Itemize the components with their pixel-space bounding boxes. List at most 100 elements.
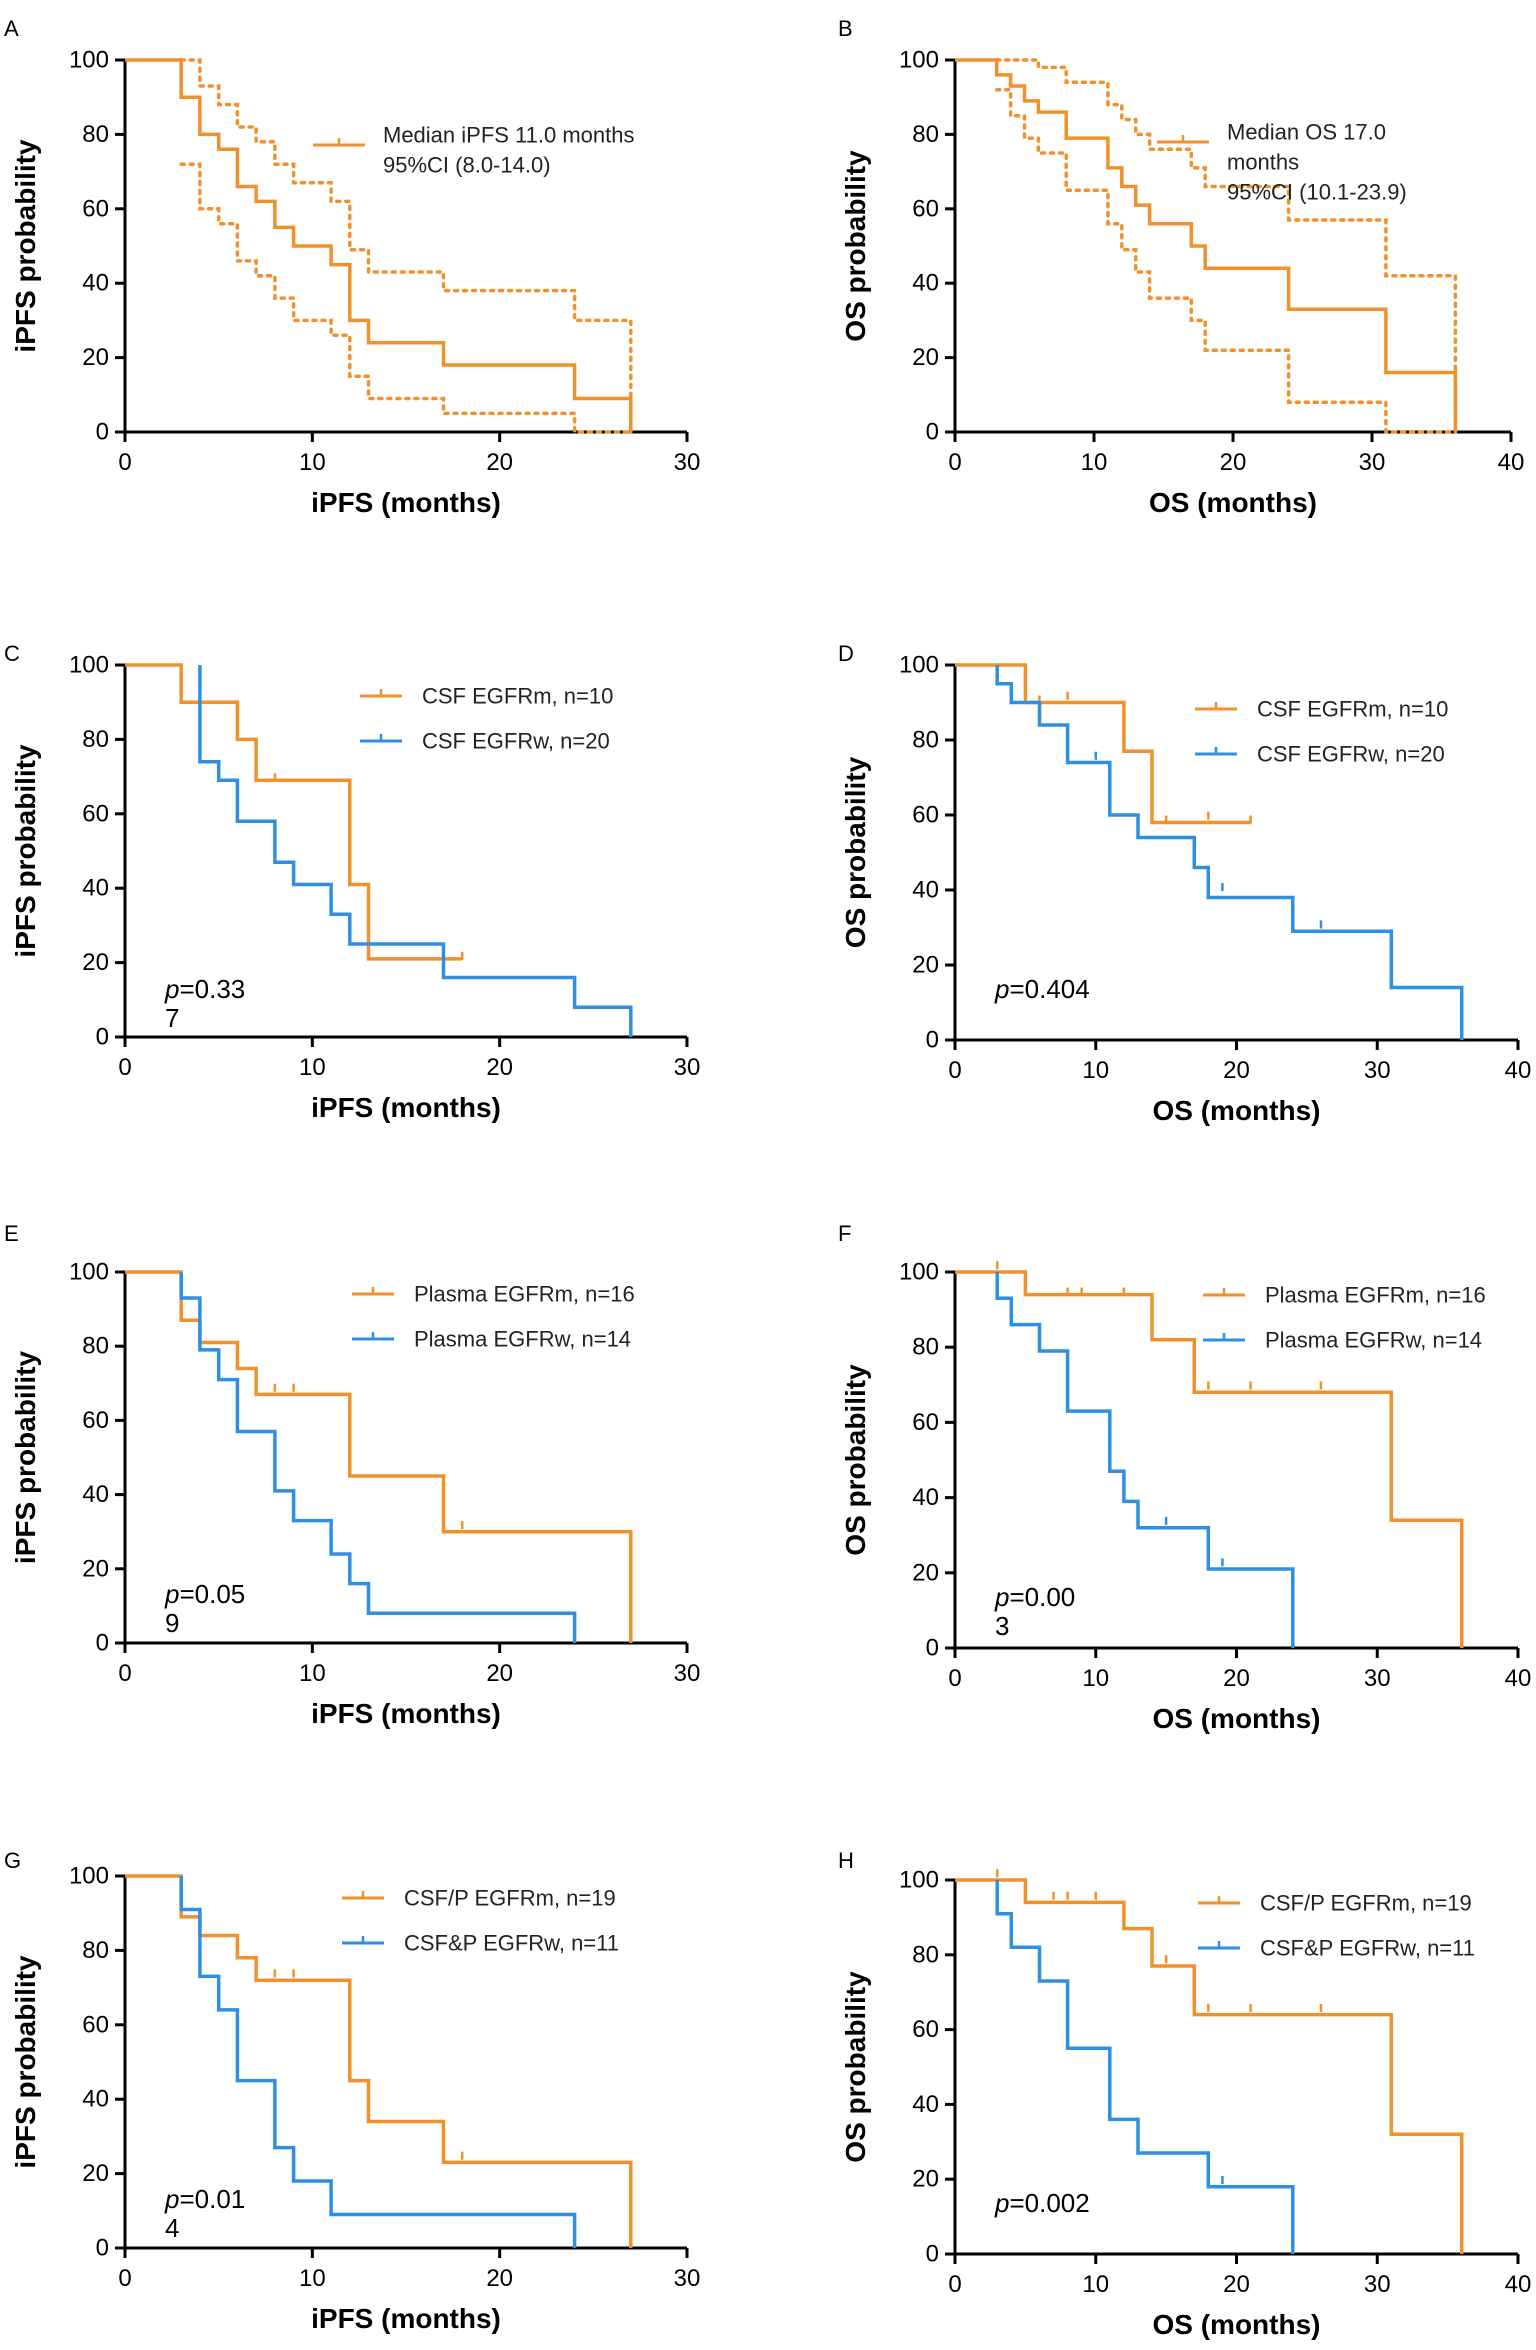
series-line [125, 1874, 633, 2248]
y-axis-title: iPFS probability [10, 1955, 41, 2169]
y-tick-label: 60 [82, 195, 109, 222]
legend-label: CSF&P EGFRw, n=11 [1260, 1936, 1475, 1961]
y-tick-label: 0 [926, 1027, 939, 1054]
x-tick-label: 30 [1364, 1057, 1391, 1084]
series-line [995, 665, 1464, 1040]
panel-e: E 0 20 40 60 80 100 0 10 20 30 iPFS (months) iPFS pr… [4, 1221, 700, 1729]
legend-label: CSF EGFRw, n=20 [422, 729, 610, 754]
ci-line [179, 58, 633, 434]
panel-g: G 0 20 40 60 80 100 0 10 20 30 iPFS (months) iPFS pr… [4, 1848, 700, 2334]
x-tick-label: 20 [486, 2265, 513, 2292]
y-tick-label: 0 [96, 1024, 109, 1051]
y-tick-label: 40 [82, 1481, 109, 1508]
x-tick-label: 20 [486, 449, 513, 476]
legend-label: CSF/P EGFRm, n=19 [1260, 1891, 1472, 1916]
panel-label: C [4, 641, 20, 666]
series-line [955, 663, 1251, 825]
y-tick-label: 20 [82, 2160, 109, 2187]
y-tick-label: 60 [82, 1407, 109, 1434]
y-tick-label: 40 [912, 1484, 939, 1511]
legend-label: CSF EGFRm, n=10 [422, 684, 613, 709]
x-tick-label: 40 [1505, 2271, 1532, 2298]
x-axis-title: iPFS (months) [311, 2303, 501, 2334]
panel-f: F 0 20 40 60 80 100 0 10 20 30 40 OS (months) OS prob… [838, 1221, 1531, 1734]
x-tick-label: 10 [299, 449, 326, 476]
y-tick-label: 80 [912, 121, 939, 148]
x-tick-label: 0 [948, 1057, 961, 1084]
y-tick-label: 40 [912, 877, 939, 904]
x-tick-label: 30 [674, 1054, 701, 1081]
y-tick-label: 80 [82, 1937, 109, 1964]
x-tick-label: 0 [118, 1660, 131, 1687]
y-tick-label: 0 [96, 1630, 109, 1657]
legend-label: 95%CI (8.0-14.0) [383, 153, 551, 178]
x-tick-label: 10 [1081, 449, 1108, 476]
x-tick-label: 20 [486, 1054, 513, 1081]
series-line [198, 665, 633, 1037]
y-tick-label: 40 [82, 875, 109, 902]
panel-a: A 0 20 40 60 80 100 0 10 20 30 iPFS (months) iPFS pr… [4, 16, 700, 518]
y-tick-label: 40 [912, 270, 939, 297]
x-tick-label: 30 [674, 1660, 701, 1687]
p-value-continued: 4 [165, 2213, 179, 2243]
y-tick-label: 80 [82, 726, 109, 753]
legend-label: Median OS 17.0 [1227, 120, 1386, 145]
x-axis-title: OS (months) [1153, 1095, 1321, 1126]
legend-label: months [1227, 150, 1299, 175]
x-tick-label: 0 [948, 1665, 961, 1692]
y-tick-label: 40 [82, 270, 109, 297]
y-tick-label: 60 [912, 802, 939, 829]
y-tick-label: 0 [96, 2235, 109, 2262]
legend-label: CSF EGFRw, n=20 [1257, 742, 1445, 767]
series-line [179, 1272, 577, 1643]
panel-label: D [838, 641, 854, 666]
series-line [125, 663, 463, 961]
y-tick-label: 100 [899, 1259, 939, 1286]
x-tick-label: 10 [1082, 1665, 1109, 1692]
x-tick-label: 40 [1505, 1057, 1532, 1084]
series-line [995, 1272, 1295, 1648]
x-tick-label: 10 [299, 1660, 326, 1687]
x-tick-label: 10 [299, 2265, 326, 2292]
x-tick-label: 0 [948, 2271, 961, 2298]
y-axis-title: iPFS probability [10, 744, 41, 958]
ci-line [994, 58, 1458, 434]
y-tick-label: 100 [69, 1259, 109, 1286]
y-tick-label: 60 [82, 2011, 109, 2038]
legend-label: Plasma EGFRm, n=16 [414, 1282, 635, 1307]
x-tick-label: 30 [1364, 2271, 1391, 2298]
x-axis-title: OS (months) [1153, 2309, 1321, 2340]
y-tick-label: 20 [82, 949, 109, 976]
panel-label: G [4, 1848, 21, 1873]
p-value: p=0.33 [164, 974, 245, 1004]
y-tick-label: 0 [926, 2241, 939, 2268]
y-axis-title: iPFS probability [10, 1351, 41, 1565]
p-value: p=0.404 [994, 974, 1090, 1004]
series-line [995, 1880, 1295, 2254]
x-tick-label: 10 [1082, 2271, 1109, 2298]
y-tick-label: 80 [912, 1941, 939, 1968]
legend-label: CSF&P EGFRw, n=11 [404, 1931, 619, 1956]
x-tick-label: 0 [118, 449, 131, 476]
x-tick-label: 30 [674, 2265, 701, 2292]
y-tick-label: 0 [96, 419, 109, 446]
y-tick-label: 80 [912, 727, 939, 754]
ci-line [994, 88, 1458, 434]
x-tick-label: 20 [486, 1660, 513, 1687]
panel-label: A [4, 16, 19, 41]
y-tick-label: 0 [926, 419, 939, 446]
y-tick-label: 100 [899, 47, 939, 74]
panel-label: F [838, 1221, 851, 1246]
p-value: p=0.00 [994, 1582, 1075, 1612]
legend-label: Plasma EGFRw, n=14 [414, 1327, 631, 1352]
panel-label: B [838, 16, 853, 41]
x-tick-label: 0 [948, 449, 961, 476]
y-tick-label: 80 [912, 1334, 939, 1361]
y-tick-label: 60 [912, 195, 939, 222]
y-tick-label: 40 [82, 2086, 109, 2113]
y-tick-label: 100 [69, 47, 109, 74]
legend-label: Median iPFS 11.0 months [383, 123, 635, 148]
y-tick-label: 100 [69, 1863, 109, 1890]
p-value-continued: 3 [995, 1611, 1009, 1641]
x-tick-label: 30 [1359, 449, 1386, 476]
